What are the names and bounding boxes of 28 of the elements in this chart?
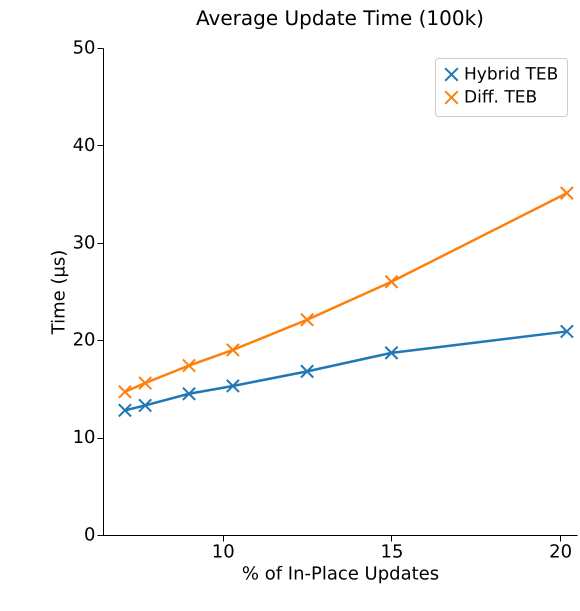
point [226,342,240,358]
point [560,186,574,200]
y-tick-label: 30 [72,232,96,254]
y-tick-label: 0 [84,524,96,546]
point [182,386,196,401]
point [138,398,152,413]
chart-title: Average Update Time (100k) [196,6,484,30]
x-axis-title: % of In-Place Updates [242,564,440,584]
point [384,274,399,289]
point [226,378,240,394]
point [384,346,399,360]
y-axis-title: Time (µs) [48,250,70,336]
x-tick-label: 15 [380,542,404,562]
point [560,324,574,339]
point [300,364,314,378]
y-tick-label: 10 [72,427,96,448]
y-tick-label: 20 [72,330,96,351]
y-tick-label: 40 [72,134,96,156]
point [138,376,152,390]
x-tick-label: 20 [549,542,572,562]
legend-label: Diff. TEB [464,88,538,108]
y-tick-label: 50 [72,38,96,58]
point [118,403,132,418]
x-tick-label: 10 [212,542,235,562]
point [300,312,314,327]
legend-label: Hybrid TEB [464,64,558,84]
point [118,384,132,399]
point [182,358,196,373]
